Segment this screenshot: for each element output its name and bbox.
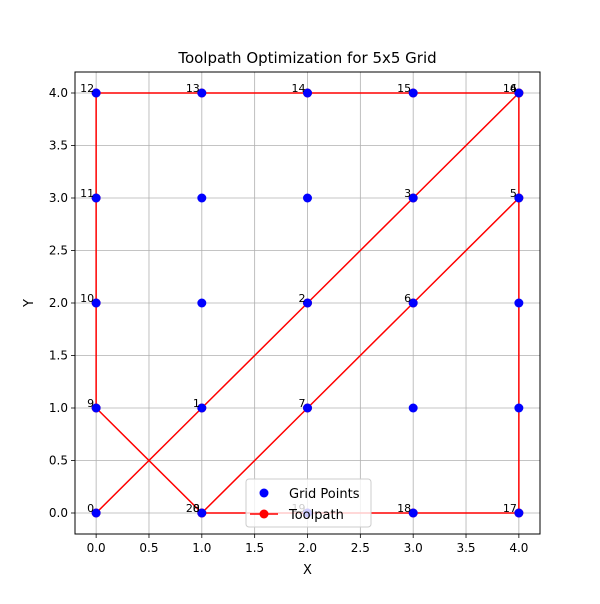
grid-point-marker bbox=[91, 88, 101, 98]
point-index-label: 15 bbox=[397, 82, 411, 95]
x-tick-label: 3.0 bbox=[404, 541, 423, 555]
x-tick-label: 1.5 bbox=[245, 541, 264, 555]
grid-point-marker bbox=[514, 403, 524, 413]
grid-point-marker bbox=[91, 508, 101, 518]
point-index-label: 17 bbox=[503, 502, 517, 515]
point-index-label: 16 bbox=[503, 82, 517, 95]
grid-point-marker bbox=[303, 193, 312, 203]
grid-point-marker bbox=[197, 298, 207, 308]
grid-point-marker bbox=[197, 193, 207, 203]
y-tick-label: 1.5 bbox=[49, 349, 68, 363]
grid-point-marker bbox=[197, 508, 207, 518]
legend-marker-toolpath bbox=[259, 509, 269, 519]
grid-point-marker bbox=[408, 298, 418, 308]
grid-point-marker bbox=[303, 298, 312, 308]
grid-point-marker bbox=[303, 403, 312, 413]
grid-point-marker bbox=[408, 403, 418, 413]
y-tick-label: 2.5 bbox=[49, 244, 68, 258]
y-tick-label: 2.0 bbox=[49, 296, 68, 310]
grid-point-marker bbox=[408, 193, 418, 203]
x-tick-label: 0.0 bbox=[87, 541, 106, 555]
y-tick-label: 0.0 bbox=[49, 506, 68, 520]
point-index-label: 10 bbox=[80, 292, 94, 305]
point-index-label: 12 bbox=[80, 82, 94, 95]
point-index-label: 18 bbox=[397, 502, 411, 515]
x-tick-label: 2.0 bbox=[298, 541, 317, 555]
x-tick-label: 1.0 bbox=[192, 541, 211, 555]
grid-point-marker bbox=[514, 508, 524, 518]
point-index-label: 2 bbox=[299, 292, 306, 305]
point-index-label: 7 bbox=[299, 397, 306, 410]
grid-point-marker bbox=[303, 88, 312, 98]
point-index-label: 1 bbox=[193, 397, 200, 410]
point-index-label: 14 bbox=[292, 82, 306, 95]
legend-label-toolpath: Toolpath bbox=[288, 508, 344, 523]
point-index-label: 3 bbox=[404, 187, 411, 200]
point-index-label: 6 bbox=[404, 292, 411, 305]
x-axis-label: X bbox=[303, 563, 312, 578]
legend: Grid Points Toolpath bbox=[245, 478, 372, 528]
legend-label-grid-points: Grid Points bbox=[289, 487, 360, 502]
x-tick-label: 4.0 bbox=[509, 541, 528, 555]
point-index-label: 20 bbox=[186, 502, 200, 515]
point-index-label: 4 bbox=[510, 82, 517, 95]
y-tick-label: 0.5 bbox=[49, 454, 68, 468]
legend-box bbox=[245, 478, 372, 528]
x-tick-label: 3.5 bbox=[456, 541, 475, 555]
grid-point-marker bbox=[514, 193, 524, 203]
grid-point-marker bbox=[91, 298, 101, 308]
x-tick-label: 2.5 bbox=[351, 541, 370, 555]
point-index-label: 0 bbox=[87, 502, 94, 515]
grid-point-marker bbox=[197, 403, 207, 413]
grid-point-marker bbox=[91, 403, 101, 413]
point-index-label: 11 bbox=[80, 187, 94, 200]
chart-title: Toolpath Optimization for 5x5 Grid bbox=[177, 49, 436, 67]
point-index-label: 5 bbox=[510, 187, 517, 200]
point-index-label: 13 bbox=[186, 82, 200, 95]
x-tick-label: 0.5 bbox=[139, 541, 158, 555]
y-tick-label: 1.0 bbox=[49, 401, 68, 415]
grid-point-marker bbox=[408, 508, 418, 518]
grid-point-marker bbox=[514, 298, 524, 308]
y-axis-label: Y bbox=[22, 299, 37, 308]
grid-point-marker bbox=[514, 88, 524, 98]
ticks-layer: 0.0 0.5 1.0 1.5 2.0 2.5 3.0 3.5 4.0 0.0 0.5 1.0 1.5 2… bbox=[49, 86, 529, 555]
point-index-label: 8 bbox=[193, 502, 200, 515]
legend-marker-grid-points bbox=[259, 488, 269, 498]
annotations-layer: 01234567891011121314151617181920 bbox=[80, 82, 517, 515]
y-tick-label: 4.0 bbox=[49, 86, 68, 100]
y-tick-label: 3.5 bbox=[49, 139, 68, 153]
grid-point-marker bbox=[91, 193, 101, 203]
grid-point-marker bbox=[197, 88, 207, 98]
y-tick-label: 3.0 bbox=[49, 191, 68, 205]
grid-point-marker bbox=[408, 88, 418, 98]
point-index-label: 9 bbox=[87, 397, 94, 410]
